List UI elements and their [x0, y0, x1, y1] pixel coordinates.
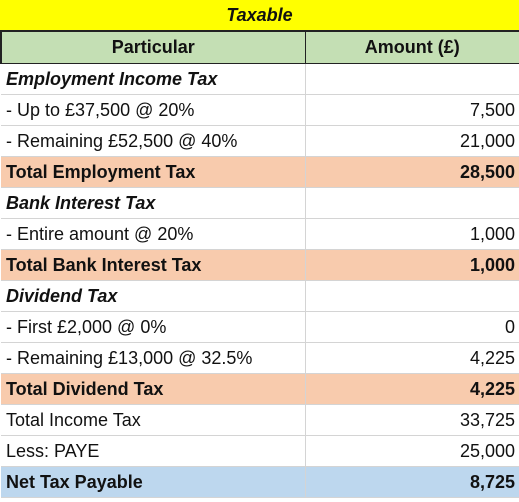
- table-row: Total Income Tax 33,725: [1, 404, 519, 436]
- total-row: Total Dividend Tax 4,225: [1, 373, 519, 405]
- particular-cell: Total Bank Interest Tax: [1, 249, 306, 281]
- amount-header: Amount (£): [305, 31, 519, 64]
- table-row: - First £2,000 @ 0% 0: [1, 311, 519, 343]
- table-row: - Remaining £52,500 @ 40% 21,000: [1, 125, 519, 157]
- amount-cell: [305, 280, 519, 312]
- table-body: Employment Income Tax - Up to £37,500 @ 2…: [1, 63, 519, 498]
- particular-header: Particular: [0, 31, 306, 64]
- amount-cell: 1,000: [305, 249, 519, 281]
- amount-cell: 0: [305, 311, 519, 343]
- particular-cell: - First £2,000 @ 0%: [1, 311, 306, 343]
- particular-cell: Total Employment Tax: [1, 156, 306, 188]
- particular-cell: Less: PAYE: [1, 435, 306, 467]
- amount-cell: 1,000: [305, 218, 519, 250]
- header-row: Particular Amount (£): [0, 31, 519, 64]
- total-row: Total Employment Tax 28,500: [1, 156, 519, 188]
- table-row: - Entire amount @ 20% 1,000: [1, 218, 519, 250]
- amount-cell: 33,725: [305, 404, 519, 436]
- amount-cell: 4,225: [305, 342, 519, 374]
- particular-cell: - Remaining £13,000 @ 32.5%: [1, 342, 306, 374]
- section-row: Dividend Tax: [1, 280, 519, 312]
- net-tax-row: Net Tax Payable 8,725: [1, 466, 519, 498]
- particular-cell: Bank Interest Tax: [1, 187, 306, 219]
- amount-cell: 25,000: [305, 435, 519, 467]
- section-row: Employment Income Tax: [1, 63, 519, 95]
- particular-cell: Total Dividend Tax: [1, 373, 306, 405]
- amount-cell: 28,500: [305, 156, 519, 188]
- amount-cell: [305, 63, 519, 95]
- amount-cell: 4,225: [305, 373, 519, 405]
- particular-cell: - Remaining £52,500 @ 40%: [1, 125, 306, 157]
- total-row: Total Bank Interest Tax 1,000: [1, 249, 519, 281]
- particular-cell: - Up to £37,500 @ 20%: [1, 94, 306, 126]
- particular-cell: Net Tax Payable: [1, 466, 306, 498]
- particular-cell: Dividend Tax: [1, 280, 306, 312]
- table-title: Taxable: [0, 0, 519, 31]
- table-row: Less: PAYE 25,000: [1, 435, 519, 467]
- amount-cell: 8,725: [305, 466, 519, 498]
- amount-cell: 7,500: [305, 94, 519, 126]
- particular-cell: Total Income Tax: [1, 404, 306, 436]
- particular-cell: - Entire amount @ 20%: [1, 218, 306, 250]
- tax-table: Particular Amount (£) Employment Income …: [0, 31, 519, 498]
- amount-cell: 21,000: [305, 125, 519, 157]
- amount-cell: [305, 187, 519, 219]
- table-row: - Up to £37,500 @ 20% 7,500: [1, 94, 519, 126]
- table-row: - Remaining £13,000 @ 32.5% 4,225: [1, 342, 519, 374]
- section-row: Bank Interest Tax: [1, 187, 519, 219]
- particular-cell: Employment Income Tax: [1, 63, 306, 95]
